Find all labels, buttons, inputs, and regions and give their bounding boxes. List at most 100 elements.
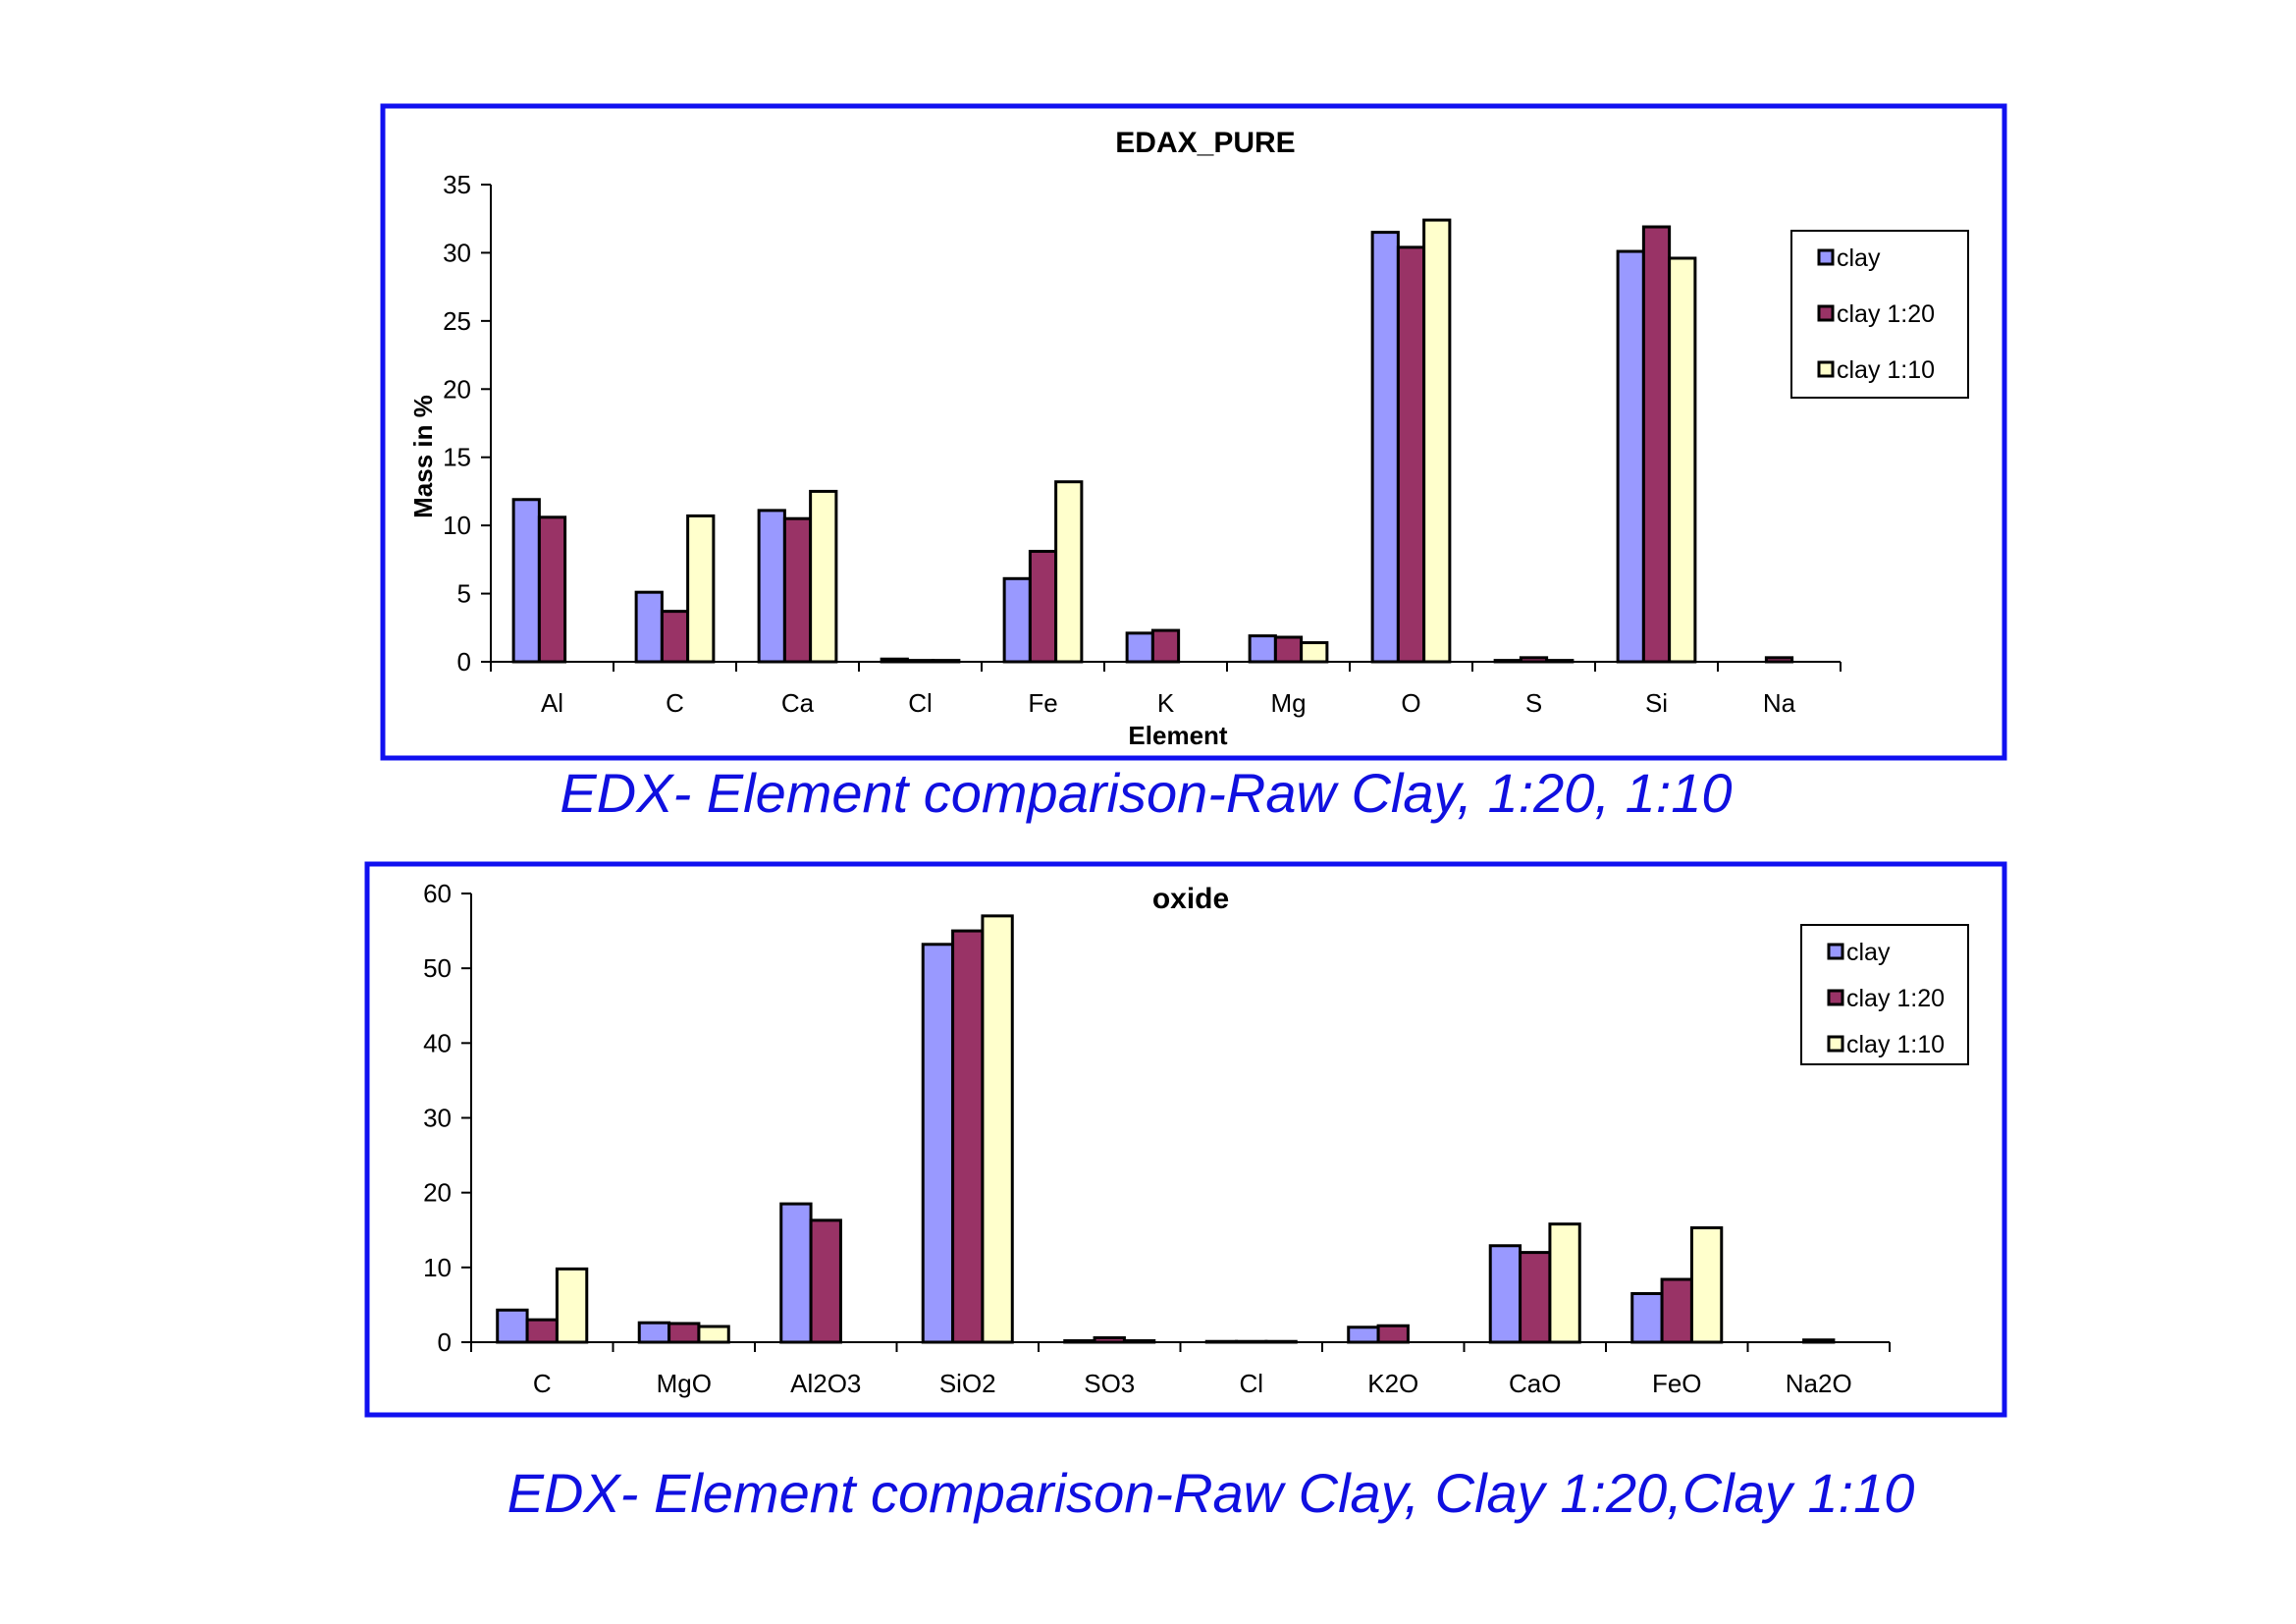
x-category-label: CaO [1509,1369,1561,1398]
x-category-label: MgO [657,1369,712,1398]
bar-clay-1-20-C [525,1318,559,1344]
caption-element-comparison: EDX- Element comparison-Raw Clay, 1:20, … [560,762,1733,824]
legend-swatch [1827,943,1844,960]
chart-2: oxide 0 10 20 30 40 50 60 C MgO Al2O3 SiO2 SO3 Cl K2O C… [364,861,2007,1418]
y-tick-label: 10 [423,1253,452,1282]
x-category-label: Na2O [1786,1369,1852,1398]
legend-label: clay 1:10 [1846,1031,1945,1058]
x-category-label: Cl [1239,1369,1263,1398]
x-category-label: S [1525,688,1542,718]
bar-clay-1-20-Mg [1273,635,1304,664]
x-category-label: K [1157,688,1175,718]
bar-clay-C [496,1308,529,1344]
bar-clay-Cl [1204,1339,1239,1344]
x-category-label: Al [541,688,563,718]
bar-clay-CaO [1488,1244,1522,1344]
chart-frame [364,861,2007,1418]
bar-clay-K2O [1347,1326,1380,1344]
bar-clay-FeO [1630,1291,1664,1344]
bar-clay-1-10-SiO2 [981,914,1014,1344]
y-tick-label: 20 [443,374,471,404]
x-category-label: O [1401,688,1420,718]
y-tick-label: 60 [423,879,452,908]
legend-swatch [1827,989,1844,1006]
bar-clay-1-20-FeO [1660,1277,1693,1344]
legend-swatch [1817,248,1835,266]
bar-clay-1-10-SO3 [1122,1338,1156,1344]
x-category-label: SiO2 [939,1369,996,1398]
x-category-label: C [533,1369,552,1398]
bar-clay-1-10-CaO [1548,1222,1581,1344]
bar-clay-1-20-K2O [1376,1324,1410,1344]
x-category-label: Si [1645,688,1668,718]
bar-clay-1-10-FeO [1689,1225,1724,1344]
bar-clay-1-20-Na2O [1802,1338,1836,1344]
bar-clay-1-20-CaO [1519,1251,1552,1344]
bar-clay-1-20-SiO2 [951,929,985,1344]
legend-label: clay 1:20 [1837,300,1935,328]
bar-clay-1-20-Al2O3 [809,1218,842,1344]
bar-clay-1-20-Si [1641,225,1672,664]
legend-swatch [1817,360,1835,378]
legend: clay clay 1:20 clay 1:10 [1790,230,1969,399]
bar-clay-1-20-C [660,610,690,664]
y-tick-label: 20 [423,1178,452,1208]
y-tick-label: 25 [443,306,471,336]
legend-label: clay [1837,244,1881,272]
bar-clay-Si [1616,249,1645,664]
bar-clay-Mg [1248,634,1277,664]
bar-clay-O [1370,231,1400,664]
bar-clay-1-20-Cl [905,659,935,664]
bar-clay-1-20-Na [1764,656,1794,664]
legend-label: clay 1:10 [1837,356,1935,384]
bar-clay-Ca [757,509,786,664]
y-tick-label: 0 [438,1327,452,1357]
bar-clay-1-20-Fe [1028,550,1058,664]
x-category-label: C [666,688,684,718]
bar-clay-SO3 [1063,1338,1096,1344]
x-axis-title: Element [1128,721,1227,750]
bar-clay-C [634,590,664,664]
bar-clay-Cl [880,657,909,664]
bar-clay-1-10-Si [1668,256,1697,664]
bar-clay-1-20-Al [537,515,567,664]
bar-clay-1-20-O [1396,245,1426,664]
bar-clay-1-10-Fe [1054,480,1084,664]
x-category-label: FeO [1652,1369,1702,1398]
legend-swatch [1827,1035,1844,1053]
x-category-label: Mg [1270,688,1306,718]
legend-label: clay [1846,939,1891,966]
bar-clay-1-20-Cl [1235,1339,1268,1344]
bar-clay-1-20-S [1519,656,1549,664]
legend-swatch [1817,304,1835,322]
y-tick-label: 30 [423,1104,452,1133]
bar-clay-1-10-Cl [1264,1339,1298,1344]
bar-clay-1-20-SO3 [1093,1335,1126,1344]
bar-clay-1-20-Ca [782,516,813,664]
x-category-label: Fe [1028,688,1057,718]
bar-clay-1-10-Ca [809,489,838,664]
y-tick-label: 5 [457,579,471,609]
y-axis-title: Mass in % [408,395,438,518]
bar-clay-1-10-C [686,514,716,664]
legend-label: clay 1:20 [1846,985,1945,1012]
chart-1: EDAX_PURE 0 5 10 15 20 25 30 35 Al C Ca Cl Fe K Mg O S Si N… [380,103,2007,761]
legend: clay clay 1:20 clay 1:10 [1800,924,1969,1065]
bar-clay-1-20-K [1150,628,1181,664]
bar-clay-K [1125,631,1154,664]
bar-clay-SiO2 [921,943,955,1344]
bar-clay-MgO [637,1321,671,1344]
y-tick-label: 0 [457,647,471,677]
bar-clay-1-10-MgO [697,1325,730,1344]
x-category-label: Al2O3 [790,1369,861,1398]
chart-frame [380,103,2007,761]
bar-clay-Fe [1002,576,1032,664]
chart-title: oxide [1152,883,1229,915]
bar-clay-1-10-O [1422,218,1452,664]
y-tick-label: 15 [443,443,471,472]
bar-clay-1-10-Mg [1300,641,1329,664]
y-tick-label: 30 [443,238,471,267]
y-tick-label: 35 [443,170,471,199]
bar-clay-1-10-S [1545,659,1575,664]
